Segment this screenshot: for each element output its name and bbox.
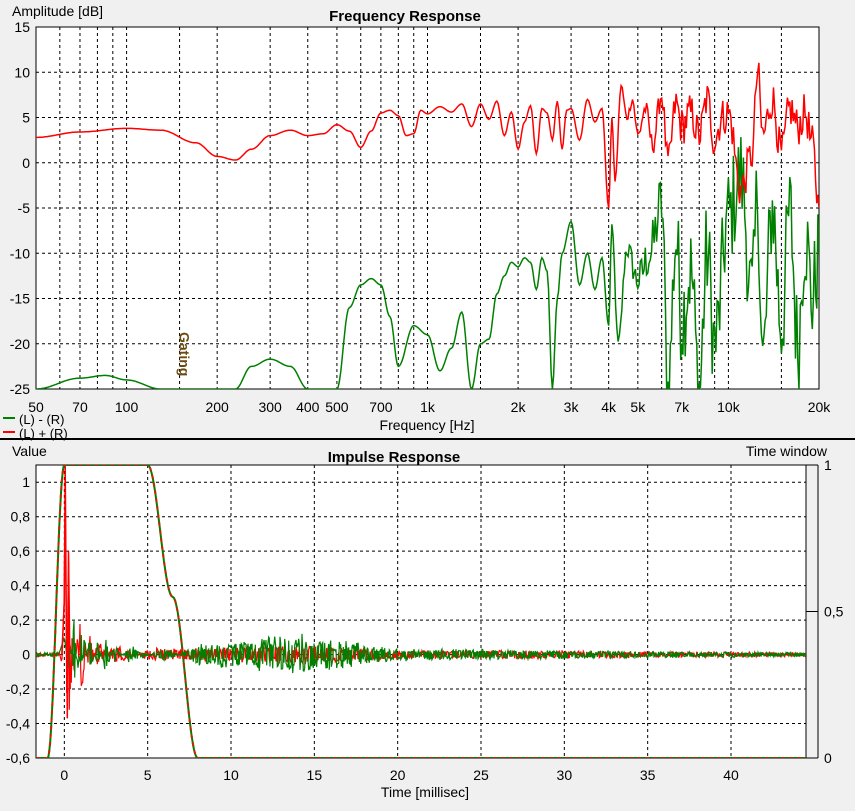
impulse-y-label: Value: [12, 443, 47, 459]
freq-x-tick-label: 700: [369, 399, 393, 415]
freq-x-tick-label: 4k: [601, 399, 617, 415]
impulse-y-tick-label: 0: [22, 647, 30, 663]
impulse-series: [36, 465, 806, 719]
impulse-x-tick-label: 15: [307, 767, 323, 783]
freq-title: Frequency Response: [329, 8, 481, 25]
freq-x-ticks: 50 70 100 200 300 400 500 700 1k 2k 3k 4k 5k 7k 10k 20k: [28, 399, 831, 415]
freq-y-tick-label: 15: [14, 19, 30, 35]
freq-x-tick-label: 70: [72, 399, 88, 415]
impulse-x-tick-label: 0: [60, 767, 68, 783]
freq-x-tick-label: 20k: [808, 399, 832, 415]
freq-x-tick-label: 200: [205, 399, 229, 415]
freq-series-line: [36, 62, 819, 209]
freq-y-tick-label: 10: [14, 64, 30, 80]
impulse-x-tick-label: 40: [723, 767, 739, 783]
gating-annotation: Gating: [177, 332, 193, 376]
freq-y-tick-label: -15: [10, 291, 30, 307]
impulse-y-ticks: 1 0,8 0,6 0,4 0,2 0 -0,2 -0,4 -0,6: [6, 474, 30, 766]
impulse-y-tick-label: -0,2: [6, 681, 30, 697]
freq-x-label: Frequency [Hz]: [380, 417, 475, 433]
freq-x-tick-label: 300: [258, 399, 282, 415]
impulse-plot-area: [35, 464, 807, 759]
freq-x-tick-label: 100: [115, 399, 139, 415]
impulse-y-tick-label: 0,8: [11, 509, 31, 525]
freq-series-line: [36, 137, 819, 389]
freq-x-tick-label: 5k: [630, 399, 646, 415]
freq-y-tick-label: -5: [18, 200, 31, 216]
impulse-y-tick-label: 1: [22, 474, 30, 490]
impulse-x-tick-label: 20: [390, 767, 406, 783]
impulse-y-tick-label: -0,6: [6, 750, 30, 766]
freq-x-tick-label: 500: [325, 399, 349, 415]
impulse-x-label: Time [millisec]: [381, 784, 469, 800]
impulse-x-tick-label: 10: [223, 767, 239, 783]
freq-y-label: Amplitude [dB]: [12, 3, 103, 19]
freq-y-tick-label: -20: [10, 336, 30, 352]
legend-label: (L) - (R): [19, 412, 65, 427]
freq-x-tick-label: 1k: [420, 399, 436, 415]
freq-y-tick-label: -10: [10, 245, 30, 261]
freq-x-tick-label: 2k: [511, 399, 527, 415]
freq-y-tick-label: 5: [22, 110, 30, 126]
freq-x-tick-label: 7k: [674, 399, 690, 415]
time-window-tick-label: 1: [824, 457, 832, 473]
impulse-x-tick-label: 25: [473, 767, 489, 783]
freq-series: [36, 62, 819, 389]
freq-x-tick-label: 10k: [717, 399, 741, 415]
impulse-x-tick-label: 5: [144, 767, 152, 783]
freq-legend: (L) + (R)(L) - (R): [3, 412, 68, 441]
freq-x-tick-label: 50: [28, 399, 44, 415]
freq-grid: [36, 27, 819, 389]
time-window-tick-label: 0,5: [824, 604, 844, 620]
legend-label: (L) + (R): [19, 426, 68, 441]
time-window-tick-label: 0: [824, 750, 832, 766]
freq-y-ticks: 15 10 5 0 -5 -10 -15 -20 -25: [10, 19, 30, 397]
freq-y-tick-label: 0: [22, 155, 30, 171]
impulse-y-tick-label: 0,2: [11, 612, 31, 628]
impulse-x-ticks: 0 5 10 15 20 25 30 35 40: [60, 767, 739, 783]
impulse-peak: [61, 465, 71, 719]
impulse-title: Impulse Response: [328, 449, 461, 466]
time-window-y-ticks: 00,51: [806, 457, 844, 766]
impulse-y-tick-label: 0,4: [11, 578, 31, 594]
impulse-x-tick-label: 30: [557, 767, 573, 783]
impulse-x-tick-label: 35: [640, 767, 656, 783]
freq-y-tick-label: -25: [10, 381, 30, 397]
impulse-series-line: [36, 620, 806, 678]
impulse-y-tick-label: 0,6: [11, 543, 31, 559]
time-window-label: Time window: [746, 443, 828, 459]
freq-x-tick-label: 3k: [564, 399, 580, 415]
impulse-y-tick-label: -0,4: [6, 716, 30, 732]
freq-x-tick-label: 400: [296, 399, 320, 415]
